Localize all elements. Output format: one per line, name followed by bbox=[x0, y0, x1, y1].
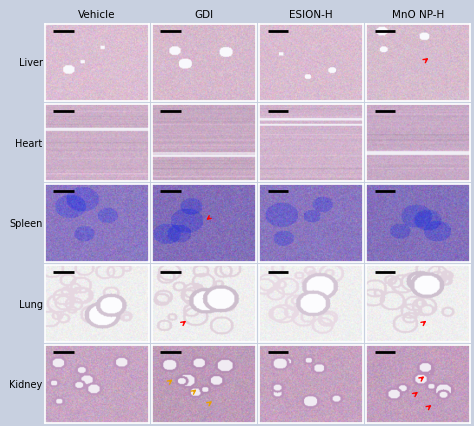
Text: MnO NP-H: MnO NP-H bbox=[392, 10, 445, 20]
Text: ESION-H: ESION-H bbox=[289, 10, 333, 20]
Text: GDI: GDI bbox=[194, 10, 214, 20]
Text: Kidney: Kidney bbox=[9, 379, 43, 389]
Text: Liver: Liver bbox=[18, 58, 43, 68]
Text: Vehicle: Vehicle bbox=[78, 10, 116, 20]
Text: Heart: Heart bbox=[16, 138, 43, 149]
Text: Spleen: Spleen bbox=[9, 219, 43, 229]
Text: Lung: Lung bbox=[18, 299, 43, 309]
